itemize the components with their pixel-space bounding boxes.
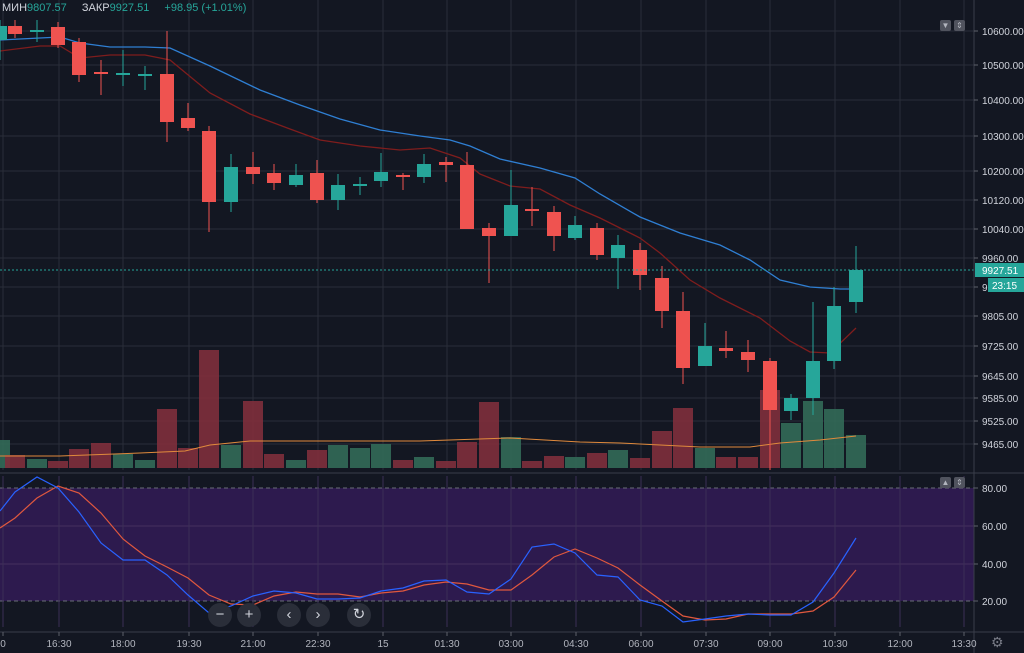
low-value: 9807.57: [27, 2, 67, 14]
svg-text:60.00: 60.00: [982, 522, 1007, 533]
svg-text:01:30: 01:30: [434, 639, 459, 650]
oscillator-pane-controls: ▲ ⇕: [940, 477, 965, 488]
svg-text:16:30: 16:30: [46, 639, 71, 650]
svg-text:9927.51: 9927.51: [982, 266, 1019, 277]
ohlc-legend: МИН9807.57 ЗАКР9927.51 +98.95 (+1.01%): [2, 2, 258, 14]
zoom-out-button[interactable]: −: [208, 603, 232, 627]
svg-text:07:30: 07:30: [693, 639, 718, 650]
svg-text:10600.00: 10600.00: [982, 27, 1024, 38]
svg-text:10200.00: 10200.00: [982, 167, 1024, 178]
svg-text:22:30: 22:30: [305, 639, 330, 650]
svg-text:9465.00: 9465.00: [982, 440, 1019, 451]
low-label: МИН: [2, 2, 28, 14]
svg-text:9725.00: 9725.00: [982, 342, 1019, 353]
svg-text:9585.00: 9585.00: [982, 394, 1019, 405]
close-value: 9927.51: [109, 2, 150, 14]
svg-text:10500.00: 10500.00: [982, 61, 1024, 72]
collapse-pane-button[interactable]: ▼: [940, 20, 951, 31]
svg-text:10300.00: 10300.00: [982, 132, 1024, 143]
zoom-in-button[interactable]: +: [237, 603, 261, 627]
svg-text:9805.00: 9805.00: [982, 312, 1019, 323]
svg-text:10400.00: 10400.00: [982, 96, 1024, 107]
svg-text:06:00: 06:00: [628, 639, 653, 650]
svg-text:10:30: 10:30: [822, 639, 847, 650]
scroll-left-button[interactable]: ‹: [277, 603, 301, 627]
svg-text:09:00: 09:00: [757, 639, 782, 650]
svg-text:10120.00: 10120.00: [982, 196, 1024, 207]
svg-text:12:00: 12:00: [887, 639, 912, 650]
svg-text:19:30: 19:30: [176, 639, 201, 650]
svg-text:9960.00: 9960.00: [982, 254, 1019, 265]
svg-text:23:15: 23:15: [992, 281, 1017, 292]
svg-text:40.00: 40.00: [982, 560, 1007, 571]
svg-text:0: 0: [0, 639, 6, 650]
maximize-pane-button[interactable]: ⇕: [954, 20, 965, 31]
svg-text:18:00: 18:00: [110, 639, 135, 650]
main-pane-controls: ▼ ⇕: [940, 20, 965, 31]
settings-gear-icon[interactable]: ⚙: [991, 634, 1004, 650]
svg-text:10040.00: 10040.00: [982, 225, 1024, 236]
expand-pane-button[interactable]: ▲: [940, 477, 951, 488]
svg-text:80.00: 80.00: [982, 484, 1007, 495]
svg-text:21:00: 21:00: [240, 639, 265, 650]
svg-text:15: 15: [377, 639, 389, 650]
svg-text:20.00: 20.00: [982, 597, 1007, 608]
close-label: ЗАКР: [81, 2, 110, 14]
scroll-right-button[interactable]: ›: [306, 603, 330, 627]
svg-text:13:30: 13:30: [951, 639, 976, 650]
svg-text:03:00: 03:00: [498, 639, 523, 650]
reset-button[interactable]: ↻: [347, 603, 371, 627]
svg-text:9525.00: 9525.00: [982, 417, 1019, 428]
change-value: +98.95 (+1.01%): [164, 2, 247, 14]
svg-text:9645.00: 9645.00: [982, 372, 1019, 383]
maximize-osc-pane-button[interactable]: ⇕: [954, 477, 965, 488]
svg-text:04:30: 04:30: [563, 639, 588, 650]
